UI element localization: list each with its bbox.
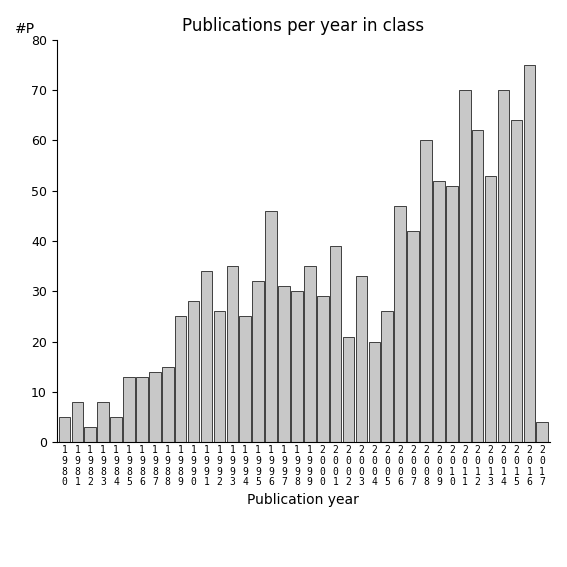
Bar: [188, 302, 200, 442]
Bar: [498, 90, 509, 442]
Bar: [523, 65, 535, 442]
Bar: [239, 316, 251, 442]
Bar: [407, 231, 419, 442]
Bar: [433, 180, 445, 442]
Bar: [472, 130, 484, 442]
Bar: [214, 311, 225, 442]
Bar: [265, 211, 277, 442]
Bar: [446, 185, 458, 442]
Bar: [330, 246, 341, 442]
Bar: [382, 311, 393, 442]
Bar: [175, 316, 187, 442]
Bar: [395, 206, 406, 442]
Bar: [317, 297, 328, 442]
Bar: [304, 266, 316, 442]
Bar: [459, 90, 471, 442]
Bar: [252, 281, 264, 442]
Bar: [162, 367, 174, 442]
Y-axis label: #P: #P: [15, 22, 35, 36]
X-axis label: Publication year: Publication year: [247, 493, 359, 507]
Bar: [369, 341, 380, 442]
Bar: [149, 372, 160, 442]
Bar: [136, 377, 148, 442]
Bar: [58, 417, 70, 442]
Bar: [123, 377, 135, 442]
Bar: [291, 291, 303, 442]
Bar: [485, 176, 496, 442]
Bar: [342, 337, 354, 442]
Bar: [356, 276, 367, 442]
Bar: [201, 271, 212, 442]
Bar: [420, 141, 432, 442]
Bar: [278, 286, 290, 442]
Bar: [84, 427, 96, 442]
Title: Publications per year in class: Publications per year in class: [182, 18, 425, 35]
Bar: [226, 266, 238, 442]
Bar: [98, 402, 109, 442]
Bar: [536, 422, 548, 442]
Bar: [111, 417, 122, 442]
Bar: [511, 120, 522, 442]
Bar: [71, 402, 83, 442]
